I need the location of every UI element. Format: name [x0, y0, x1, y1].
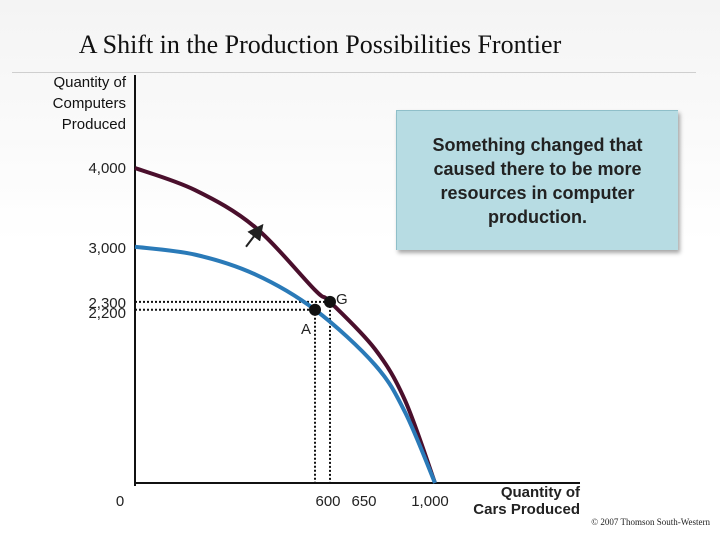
x-axis-label-line: Quantity of: [500, 484, 580, 501]
y-tick-label: 4,000: [88, 160, 126, 177]
y-axis-label: Quantity of Computers Produced: [16, 72, 126, 135]
point-g: [324, 295, 336, 308]
x-tick-label: 1,000: [411, 493, 449, 510]
slide-title: A Shift in the Production Possibilities …: [78, 30, 562, 59]
y-axis-label-line: Quantity of: [53, 74, 126, 91]
y-axis-label-line: Computers: [52, 95, 126, 112]
x-tick-label: 650: [351, 493, 376, 510]
title-divider: [12, 72, 696, 73]
x-axis-label: Quantity of Cars Produced: [450, 484, 580, 518]
point-label-g: G: [336, 291, 348, 308]
ppf-curve-new: [134, 166, 437, 484]
y-tick-label: 2,200: [88, 305, 126, 322]
ppf-curve-original: [134, 244, 437, 484]
shift-arrow: [245, 223, 264, 248]
x-axis-label-line: Cars Produced: [473, 501, 580, 518]
y-tick-label: 3,000: [88, 240, 126, 257]
callout-box: Something changed that caused there to b…: [396, 110, 678, 250]
point-label-a: A: [301, 321, 311, 338]
x-tick-label: 600: [315, 493, 340, 510]
y-tick-label: 2,300: [88, 295, 126, 312]
y-axis-label-line: Produced: [61, 116, 126, 133]
x-tick-label: 0: [116, 493, 124, 510]
copyright-note: © 2007 Thomson South-Western: [591, 517, 710, 527]
point-a: [309, 303, 321, 316]
